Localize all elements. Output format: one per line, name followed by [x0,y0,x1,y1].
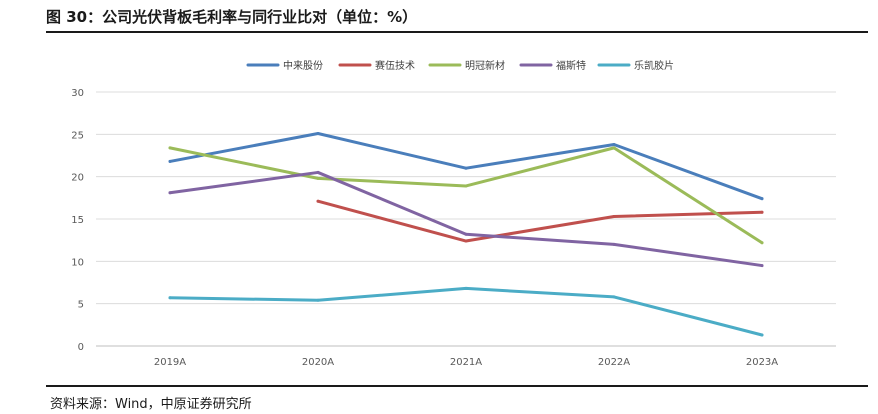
data-point [760,333,764,337]
data-point [316,131,320,135]
data-point [612,146,616,150]
data-point [316,176,320,180]
x-tick-label: 2020A [302,357,334,368]
series-line-5 [168,286,764,337]
y-tick-label: 20 [71,173,84,184]
legend-label: 乐凯胶片 [634,59,674,72]
data-point [464,286,468,290]
series-line-2 [316,199,764,243]
data-point [612,242,616,246]
legend: 中来股份 赛伍技术 明冠新材 福斯特 乐凯胶片 [246,59,674,72]
series-line-3 [168,146,764,245]
data-point [760,241,764,245]
data-point [464,232,468,236]
data-point [168,159,172,163]
x-tick-label: 2021A [450,357,482,368]
x-tick-label: 2022A [598,357,630,368]
grid-lines [96,91,836,347]
data-point [464,166,468,170]
data-point [760,210,764,214]
y-tick-label: 5 [78,300,84,311]
data-point [168,296,172,300]
bottom-rule [46,385,868,387]
source-note: 资料来源：Wind，中原证券研究所 [50,397,252,412]
y-tick-label: 25 [71,130,84,141]
data-point [760,264,764,268]
data-point [464,239,468,243]
x-axis: 2019A 2020A 2021A 2022A 2023A [154,357,778,368]
data-point [760,197,764,201]
data-point [168,191,172,195]
series-lines [168,131,764,337]
x-tick-label: 2023A [746,357,778,368]
top-rule [46,31,868,33]
legend-label: 明冠新材 [465,59,505,72]
data-point [168,146,172,150]
figure-title: 图 30：公司光伏背板毛利率与同行业比对（单位：%） [46,8,418,26]
y-tick-label: 15 [71,215,84,226]
legend-label: 中来股份 [283,59,323,72]
x-tick-label: 2019A [154,357,186,368]
data-point [612,214,616,218]
y-tick-label: 30 [71,88,84,99]
data-point [612,142,616,146]
data-point [316,170,320,174]
legend-label: 福斯特 [556,59,586,72]
data-point [612,295,616,299]
y-tick-label: 0 [78,342,84,353]
data-point [316,298,320,302]
y-axis: 0 5 10 15 20 25 30 [71,88,84,353]
legend-label: 赛伍技术 [375,59,415,72]
data-point [464,184,468,188]
data-point [316,199,320,203]
y-tick-label: 10 [71,257,84,268]
